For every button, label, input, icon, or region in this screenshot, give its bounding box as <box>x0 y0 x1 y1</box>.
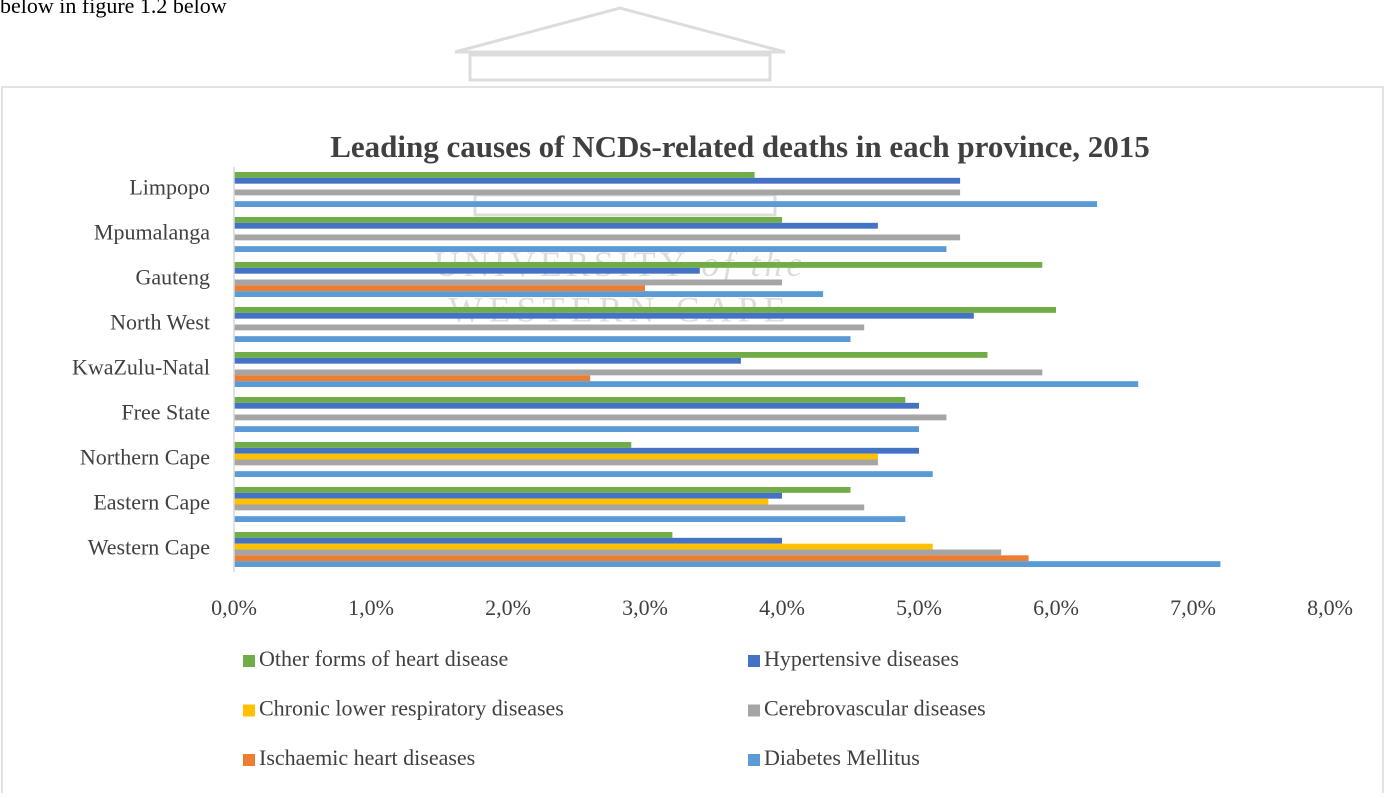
y-tick-label: Free State <box>121 400 210 425</box>
bar <box>234 402 919 409</box>
y-tick-label: Limpopo <box>129 175 210 200</box>
bar <box>234 312 974 319</box>
bar <box>234 336 851 342</box>
legend-label: Ischaemic heart diseases <box>259 745 475 770</box>
watermark-roof <box>454 6 786 54</box>
bar <box>234 516 906 522</box>
bar <box>234 324 865 331</box>
bar <box>234 172 755 178</box>
bar <box>234 426 919 432</box>
bar <box>234 442 632 448</box>
bar <box>234 246 947 252</box>
bar <box>234 369 1043 376</box>
bar <box>234 549 1002 556</box>
x-tick-label: 5,0% <box>896 595 942 620</box>
legend-swatch <box>748 704 760 717</box>
body-text: below in figure 1.2 below <box>0 0 227 18</box>
legend-swatch <box>243 655 255 667</box>
bar <box>234 201 1098 207</box>
bar <box>234 492 782 499</box>
bar <box>234 543 933 550</box>
bar <box>234 381 1139 387</box>
bar <box>234 352 988 358</box>
bar <box>234 414 947 421</box>
y-tick-label: North West <box>110 310 210 335</box>
bar <box>234 177 961 184</box>
bar <box>234 447 919 454</box>
bar <box>234 291 824 297</box>
y-tick-label: Northern Cape <box>80 445 210 470</box>
x-tick-label: 3,0% <box>622 595 668 620</box>
bar <box>234 487 851 493</box>
bar <box>234 375 591 382</box>
bar <box>234 285 645 292</box>
bar <box>234 234 961 241</box>
x-tick-label: 2,0% <box>485 595 531 620</box>
bar <box>234 267 700 274</box>
legend-swatch <box>748 655 760 667</box>
bar <box>234 279 782 286</box>
bar <box>234 357 741 364</box>
bar <box>234 532 673 538</box>
y-tick-label: KwaZulu-Natal <box>72 355 210 380</box>
y-tick-label: Gauteng <box>135 265 210 290</box>
chart-frame <box>1 86 1384 798</box>
legend-swatch <box>243 754 255 766</box>
y-tick-label: Mpumalanga <box>94 220 210 245</box>
x-tick-label: 4,0% <box>759 595 805 620</box>
y-tick-label: Western Cape <box>88 535 210 560</box>
legend-label: Cerebrovascular diseases <box>764 696 986 721</box>
legend-swatch <box>748 754 760 766</box>
bar <box>234 504 865 511</box>
bar <box>234 222 878 229</box>
bar <box>234 555 1029 562</box>
bar <box>234 561 1221 567</box>
x-tick-label: 1,0% <box>348 595 394 620</box>
legend-label: Chronic lower respiratory diseases <box>259 696 564 721</box>
chart-title: Leading causes of NCDs-related deaths in… <box>330 129 1150 164</box>
x-tick-label: 6,0% <box>1033 595 1079 620</box>
bar <box>234 471 933 477</box>
x-tick-label: 7,0% <box>1170 595 1216 620</box>
x-tick-label: 0,0% <box>211 595 257 620</box>
legend-label: Other forms of heart disease <box>259 646 508 671</box>
legend-label: Diabetes Mellitus <box>764 745 920 770</box>
y-tick-label: Eastern Cape <box>93 490 210 515</box>
legend-swatch <box>243 704 255 717</box>
bar <box>234 189 961 196</box>
x-tick-label: 8,0% <box>1307 595 1353 620</box>
bar <box>234 537 782 544</box>
bar <box>234 217 782 223</box>
legend-label: Hypertensive diseases <box>764 646 959 671</box>
watermark-frieze <box>468 53 772 82</box>
bar <box>234 453 878 460</box>
bar <box>234 307 1056 313</box>
bar <box>234 498 769 505</box>
bar <box>234 262 1043 268</box>
bar <box>234 397 906 403</box>
bar <box>234 459 878 466</box>
